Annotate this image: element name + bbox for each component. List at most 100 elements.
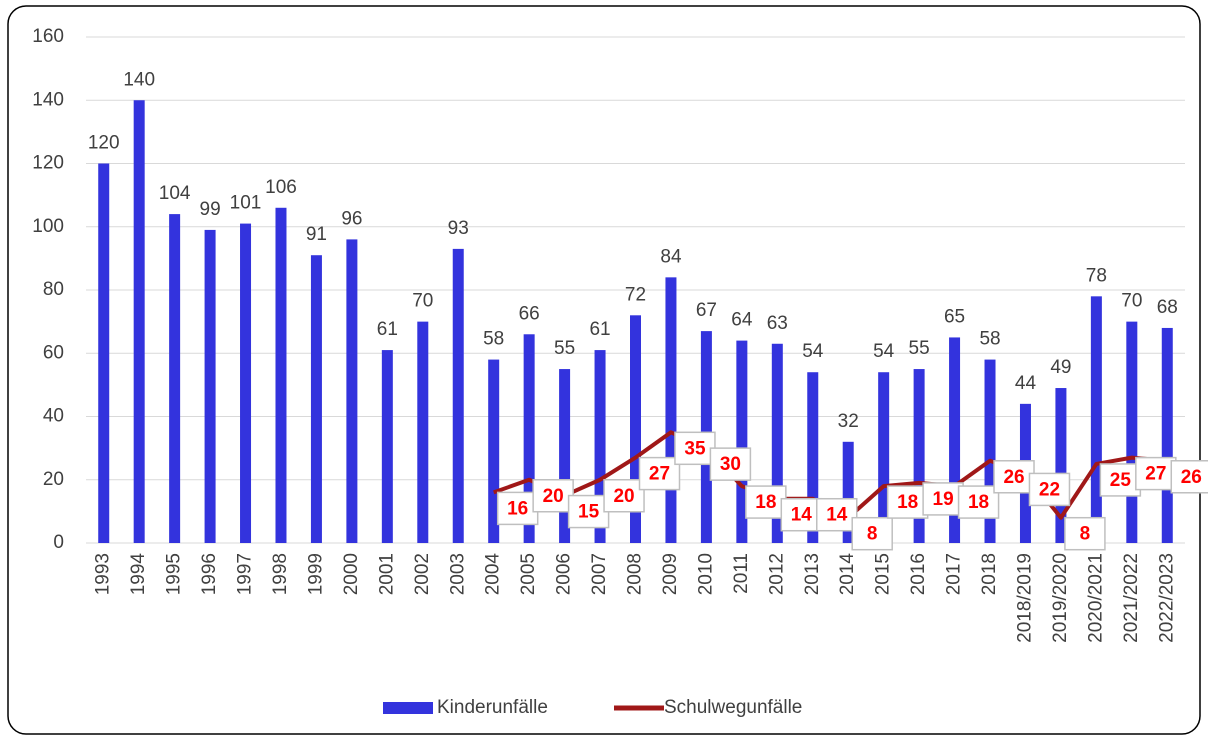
bar <box>736 340 748 543</box>
bar <box>133 100 145 543</box>
x-tick-label: 2005 <box>518 553 539 595</box>
y-tick-label: 80 <box>43 279 64 300</box>
bar-value-label: 55 <box>554 338 575 359</box>
line-value-label: 16 <box>507 498 528 519</box>
bar <box>1090 296 1102 543</box>
bar <box>98 163 110 543</box>
line-value-label: 22 <box>1039 479 1060 500</box>
bar <box>984 359 996 543</box>
data-label-box <box>1028 472 1071 507</box>
x-tick-label: 2017 <box>944 553 965 595</box>
x-tick-label: 1994 <box>128 553 149 596</box>
y-tick-label: 60 <box>43 342 64 363</box>
bar-value-label: 67 <box>696 300 717 321</box>
line-value-label: 14 <box>791 505 813 526</box>
y-tick-label: 0 <box>53 532 64 553</box>
x-tick-label: 2007 <box>589 553 610 595</box>
line-value-label: 26 <box>1181 467 1202 488</box>
bar-value-label: 106 <box>265 177 297 198</box>
bar-value-label: 44 <box>1015 373 1037 394</box>
x-tick-label: 1995 <box>164 553 185 595</box>
bar-value-label: 70 <box>1121 291 1142 312</box>
bar-value-label: 140 <box>123 69 155 90</box>
x-tick-label: 2022/2023 <box>1156 553 1177 643</box>
x-tick-label: 1996 <box>199 553 220 595</box>
bar-value-label: 32 <box>838 411 859 432</box>
bar-value-label: 101 <box>230 193 262 214</box>
line-value-label: 30 <box>720 454 741 475</box>
bar <box>275 207 287 543</box>
bar <box>949 337 961 543</box>
line-value-label: 27 <box>649 464 670 485</box>
data-label-box <box>816 497 858 532</box>
bar <box>630 315 641 543</box>
y-tick-label: 120 <box>32 153 64 174</box>
line-value-label: 18 <box>755 492 776 513</box>
bar-value-label: 66 <box>519 303 540 324</box>
x-tick-label: 2009 <box>660 553 681 595</box>
data-label-box <box>1135 456 1177 491</box>
y-tick-label: 40 <box>43 406 64 427</box>
bar-value-label: 96 <box>341 208 362 229</box>
x-tick-label: 2011 <box>731 553 752 594</box>
bar <box>488 359 500 543</box>
bar <box>913 369 925 543</box>
y-tick-label: 140 <box>32 89 64 110</box>
bar-value-label: 91 <box>306 224 327 245</box>
data-label-box <box>1170 460 1208 494</box>
line-value-label: 27 <box>1145 464 1166 485</box>
bar-value-label: 78 <box>1086 265 1107 286</box>
bar-value-label: 49 <box>1050 357 1071 378</box>
line-value-label: 8 <box>867 524 878 545</box>
bar <box>665 277 677 543</box>
y-tick-label: 100 <box>32 216 64 237</box>
bar-value-label: 54 <box>802 341 824 362</box>
data-label-box <box>993 460 1035 494</box>
line-value-label: 18 <box>897 492 918 513</box>
x-tick-label: 1999 <box>305 553 326 595</box>
bar <box>417 321 429 543</box>
bar-value-label: 72 <box>625 284 646 305</box>
x-tick-label: 2008 <box>625 553 646 595</box>
x-tick-label: 2012 <box>766 553 787 595</box>
bar <box>1161 327 1173 543</box>
x-tick-label: 2019/2020 <box>1050 553 1071 643</box>
x-tick-label: 2004 <box>483 553 504 596</box>
x-tick-label: 1993 <box>93 553 114 595</box>
data-label-box <box>886 485 929 519</box>
bar-value-label: 64 <box>731 310 753 331</box>
line-value-label: 15 <box>578 502 600 523</box>
x-tick-label: 2010 <box>695 553 716 595</box>
bar <box>771 343 783 543</box>
line-value-label: 19 <box>933 489 954 510</box>
x-tick-label: 2018/2019 <box>1014 553 1035 643</box>
bar <box>169 214 181 543</box>
bar-value-label: 58 <box>483 329 504 350</box>
bar <box>842 441 854 543</box>
bar-value-label: 55 <box>909 338 930 359</box>
x-tick-label: 2018 <box>979 553 1000 595</box>
x-tick-label: 1998 <box>270 553 291 595</box>
bar <box>204 229 216 543</box>
bar <box>452 248 464 543</box>
line-value-label: 25 <box>1110 470 1132 491</box>
bar <box>807 372 819 543</box>
bar <box>1126 321 1138 543</box>
x-tick-label: 2013 <box>802 553 823 595</box>
x-tick-label: 2006 <box>554 553 575 595</box>
bar <box>523 334 535 543</box>
bar <box>310 255 322 543</box>
x-tick-label: 2021/2022 <box>1121 553 1142 643</box>
x-tick-label: 2020/2021 <box>1085 553 1106 643</box>
x-tick-label: 2016 <box>908 553 929 595</box>
x-tick-label: 2001 <box>376 553 397 595</box>
bar-value-label: 68 <box>1157 297 1178 318</box>
bar <box>594 350 606 543</box>
bar <box>346 239 358 543</box>
y-tick-label: 160 <box>32 26 64 47</box>
x-tick-label: 2003 <box>447 553 468 595</box>
bar-value-label: 61 <box>589 319 610 340</box>
legend-label: Kinderunfälle <box>437 697 548 718</box>
bar <box>1055 388 1067 543</box>
